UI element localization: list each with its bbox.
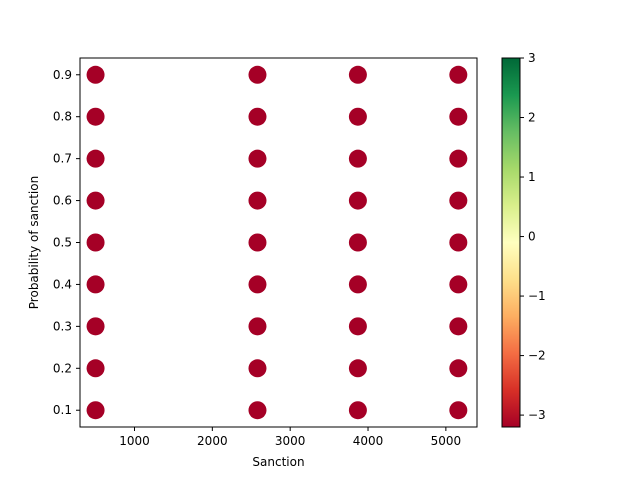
colorbar-tick-label: −1	[528, 289, 546, 303]
scatter-point	[449, 317, 468, 336]
colorbar-ticks: −3 −2 −1 0 1 2 3	[520, 51, 546, 422]
scatter-point	[248, 149, 267, 168]
scatter-point	[248, 275, 267, 294]
y-tick-label: 0.7	[53, 152, 72, 166]
scatter-point	[348, 149, 367, 168]
x-axis-label: Sanction	[252, 455, 304, 469]
plot-area-frame	[79, 57, 478, 428]
scatter-point	[86, 233, 105, 252]
scatter-point	[248, 191, 267, 210]
x-tick-label: 4000	[353, 434, 384, 448]
x-tick-label: 3000	[275, 434, 306, 448]
scatter-point	[248, 107, 267, 126]
scatter-point	[449, 401, 468, 420]
scatter-point	[248, 401, 267, 420]
scatter-point	[86, 65, 105, 84]
scatter-point	[86, 107, 105, 126]
scatter-point	[248, 233, 267, 252]
scatter-point	[449, 359, 468, 378]
scatter-point	[86, 275, 105, 294]
scatter-point	[248, 359, 267, 378]
scatter-point	[348, 317, 367, 336]
y-tick-label: 0.4	[53, 277, 72, 291]
data-points	[86, 65, 468, 420]
scatter-point	[348, 191, 367, 210]
y-axis-label: Probability of sanction	[27, 176, 41, 309]
colorbar-tick-label: −2	[528, 349, 546, 363]
x-tick-label: 5000	[431, 434, 462, 448]
colorbar-tick-label: 0	[528, 230, 536, 244]
scatter-point	[86, 317, 105, 336]
scatter-point	[86, 401, 105, 420]
y-tick-label: 0.2	[53, 361, 72, 375]
x-tick-label: 1000	[119, 434, 150, 448]
colorbar-tick-label: 2	[528, 111, 536, 125]
scatter-point	[348, 401, 367, 420]
scatter-point	[86, 359, 105, 378]
scatter-point	[248, 317, 267, 336]
scatter-point	[348, 65, 367, 84]
scatter-point	[348, 359, 367, 378]
scatter-point	[248, 65, 267, 84]
y-axis-ticks: 0.1 0.2 0.3 0.4 0.5 0.6 0.7 0.8 0.9	[53, 68, 80, 417]
colorbar-tick-label: 3	[528, 51, 536, 65]
scatter-point	[449, 191, 468, 210]
y-tick-label: 0.5	[53, 236, 72, 250]
y-tick-label: 0.1	[53, 403, 72, 417]
colorbar-tick-label: −3	[528, 408, 546, 422]
y-tick-label: 0.6	[53, 194, 72, 208]
scatter-point	[348, 107, 367, 126]
y-tick-label: 0.9	[53, 68, 72, 82]
scatter-point	[86, 191, 105, 210]
x-axis-ticks: 1000 2000 3000 4000 5000	[119, 427, 461, 448]
scatter-point	[449, 107, 468, 126]
colorbar-gradient	[501, 57, 521, 428]
colorbar: −3 −2 −1 0 1 2 3	[501, 51, 546, 428]
y-tick-label: 0.3	[53, 319, 72, 333]
scatter-point	[449, 65, 468, 84]
colorbar-tick-label: 1	[528, 170, 536, 184]
scatter-point	[86, 149, 105, 168]
scatter-point	[449, 149, 468, 168]
scatter-point	[449, 275, 468, 294]
y-tick-label: 0.8	[53, 110, 72, 124]
scatter-point	[348, 275, 367, 294]
scatter-point	[449, 233, 468, 252]
x-tick-label: 2000	[197, 434, 228, 448]
scatter-point	[348, 233, 367, 252]
